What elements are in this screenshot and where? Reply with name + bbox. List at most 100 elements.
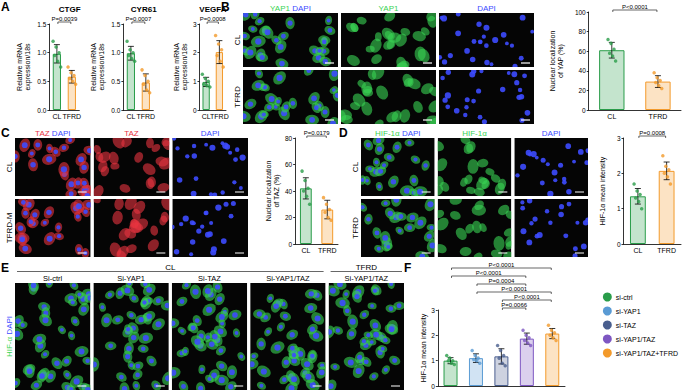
svg-text:1.5: 1.5 [37,21,46,28]
svg-text:P<0.0001: P<0.0001 [514,294,541,300]
svg-text:YAP1: YAP1 [379,4,399,13]
svg-text:Relative mRNA: Relative mRNA [90,43,97,91]
svg-text:YAP1 DAPI: YAP1 DAPI [270,4,311,13]
svg-text:2: 2 [431,332,435,339]
svg-text:3: 3 [431,307,435,314]
svg-text:2: 2 [193,49,197,56]
svg-text:1.0: 1.0 [111,49,120,56]
svg-text:60: 60 [579,48,587,55]
svg-text:TFRD: TFRD [356,263,378,272]
svg-text:DAPI: DAPI [477,4,496,13]
svg-text:CL: CL [607,113,616,120]
svg-text:Nuclear localization: Nuclear localization [265,161,272,222]
svg-text:0: 0 [289,241,293,248]
svg-text:TFRD: TFRD [351,217,360,239]
svg-text:80: 80 [285,135,293,142]
svg-text:HIF-1α mean intensity: HIF-1α mean intensity [420,313,428,382]
svg-text:20: 20 [285,214,293,221]
svg-text:0: 0 [431,383,435,390]
svg-text:of YAP (%): of YAP (%) [557,44,565,78]
svg-text:TFRD-M: TFRD-M [5,212,14,243]
svg-text:DAPI: DAPI [201,129,220,138]
svg-text:TFRD: TFRD [649,113,668,120]
svg-text:0: 0 [617,241,621,248]
svg-text:TFRD: TFRD [63,113,82,120]
svg-text:TAZ: TAZ [124,129,139,138]
svg-text:CYR61: CYR61 [131,5,157,14]
svg-text:F: F [404,261,411,275]
svg-text:0: 0 [582,107,586,114]
svg-text:si-ctrl: si-ctrl [616,294,633,301]
svg-text:P<0.0001: P<0.0001 [501,286,528,292]
svg-text:HIF-1α DAPI: HIF-1α DAPI [375,129,421,138]
svg-text:100: 100 [575,9,586,16]
svg-text:CTGF: CTGF [59,5,81,14]
svg-text:TFRD: TFRD [210,113,229,120]
svg-text:Relative mRNA: Relative mRNA [16,43,23,91]
svg-text:1.5: 1.5 [111,21,120,28]
svg-text:P<0.0001: P<0.0001 [476,270,503,276]
svg-text:CL: CL [165,263,176,272]
svg-text:3: 3 [617,135,621,142]
svg-text:DAPI: DAPI [542,129,561,138]
svg-text:40: 40 [579,67,587,74]
svg-text:0.0: 0.0 [111,107,120,114]
svg-text:CL: CL [233,34,242,45]
svg-text:CL: CL [301,247,310,254]
svg-text:Si-TAZ: Si-TAZ [198,274,221,283]
svg-text:si-YAP1/TAZ+TFRD: si-YAP1/TAZ+TFRD [616,350,678,357]
svg-text:1: 1 [431,357,435,364]
svg-text:P=0.0008: P=0.0008 [200,16,227,22]
svg-text:Si-YAP1/TAZ: Si-YAP1/TAZ [266,274,310,283]
svg-text:HIF-1α: HIF-1α [462,129,487,138]
svg-text:2: 2 [617,170,621,177]
svg-text:P<0.0001: P<0.0001 [488,262,515,268]
svg-text:A: A [1,0,10,14]
svg-text:CL: CL [351,161,360,172]
svg-text:expression/18s: expression/18s [181,43,189,91]
svg-text:20: 20 [579,87,587,94]
svg-text:VEGFA: VEGFA [199,5,226,14]
svg-text:TFRD: TFRD [137,113,156,120]
svg-text:P=0.0179: P=0.0179 [304,130,331,136]
svg-text:CL: CL [126,113,135,120]
svg-text:P=0.0004: P=0.0004 [488,278,515,284]
svg-text:80: 80 [579,28,587,35]
svg-text:0.0: 0.0 [37,107,46,114]
svg-text:CL: CL [52,113,61,120]
svg-text:60: 60 [285,161,293,168]
svg-text:TFRD: TFRD [318,247,337,254]
svg-text:Si-ctrl: Si-ctrl [43,274,62,283]
svg-text:Si-YAP1/TAZ: Si-YAP1/TAZ [345,274,389,283]
svg-text:of TAZ (%): of TAZ (%) [273,174,281,207]
svg-text:CL: CL [633,247,642,254]
svg-text:expression/18s: expression/18s [24,43,32,91]
svg-text:Nuclear localization: Nuclear localization [549,31,556,92]
svg-text:CL: CL [5,161,14,172]
svg-text:1: 1 [193,78,197,85]
svg-text:HIF-1α mean intensity: HIF-1α mean intensity [599,156,607,225]
svg-text:P<0.0001: P<0.0001 [622,4,649,10]
svg-text:Relative mRNA: Relative mRNA [173,43,180,91]
svg-text:C: C [1,126,10,140]
svg-text:3: 3 [193,21,197,28]
svg-text:si-YAP1: si-YAP1 [616,308,641,315]
svg-text:expression/18s: expression/18s [98,43,106,91]
svg-text:si-YAP1/TAZ: si-YAP1/TAZ [616,336,656,343]
svg-text:TAZ DAPI: TAZ DAPI [35,129,70,138]
svg-text:si-TAZ: si-TAZ [616,322,637,329]
svg-text:0: 0 [193,107,197,114]
svg-text:HIF-α DAPI: HIF-α DAPI [5,316,14,357]
svg-text:P=0.0039: P=0.0039 [51,16,78,22]
svg-text:E: E [1,261,9,275]
svg-text:1.0: 1.0 [37,49,46,56]
svg-text:B: B [221,0,230,14]
svg-text:TFRD: TFRD [233,86,242,108]
svg-text:0.5: 0.5 [111,78,120,85]
svg-text:0.5: 0.5 [37,78,46,85]
svg-text:TFRD: TFRD [657,247,676,254]
svg-text:P=0.0007: P=0.0007 [125,16,152,22]
svg-text:D: D [339,126,348,140]
svg-text:40: 40 [285,188,293,195]
svg-text:P=0.0008: P=0.0008 [639,130,666,136]
